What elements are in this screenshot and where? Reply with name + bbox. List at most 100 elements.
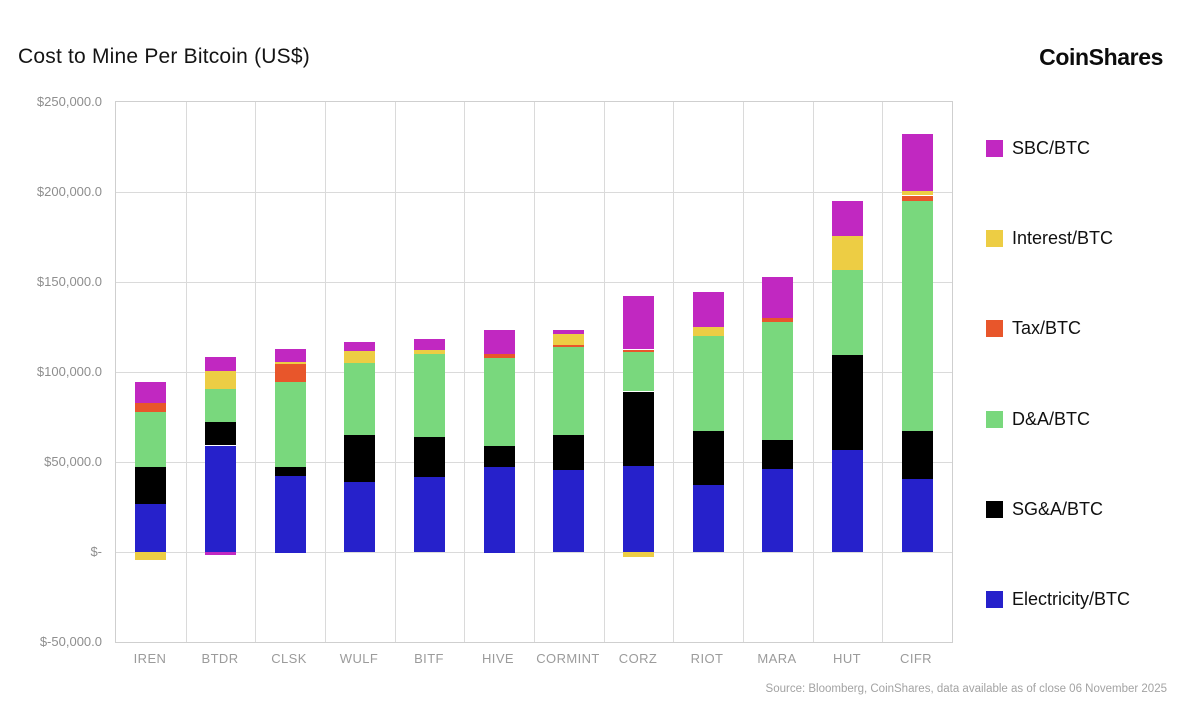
bar-segment-sbc-btc-hive [484,330,515,354]
bar-segment-interest-btc-iren [135,552,166,560]
legend: SBC/BTC Interest/BTC Tax/BTC D&A/BTC SG&A/BT… [986,138,1178,610]
bar-segment-sg-a-btc-iren [135,467,166,504]
bar-segment-interest-btc-cormint [553,333,584,345]
y-axis: $250,000.0 $200,000.0 $150,000.0 $100,000.0… [0,94,102,649]
bar-segment-electricity-btc-hut [832,450,863,552]
y-tick-label: $200,000.0 [36,184,102,199]
bar-segment-tax-btc-clsk [275,364,306,382]
bar-segment-d-a-btc-cormint [553,347,584,435]
bar-segment-electricity-btc-clsk [275,476,306,553]
gridline-vertical [743,102,744,642]
y-tick-label: $100,000.0 [36,364,102,379]
bar-segment-interest-btc-hut [832,236,863,270]
bar-segment-sg-a-btc-riot [693,431,724,485]
legend-item: Tax/BTC [986,318,1178,339]
bar-segment-tax-btc-hive [484,354,515,358]
bar-segment-d-a-btc-hut [832,270,863,355]
bar-segment-sbc-btc-btdr [205,357,236,371]
bar-segment-sg-a-btc-btdr [205,422,236,445]
bar-segment-sbc-btc-hut [832,201,863,236]
bar-segment-electricity-btc-iren [135,503,166,552]
bar-segment-sbc-btc-wulf [344,342,375,351]
legend-label: SBC/BTC [1012,138,1091,158]
y-tick-label: $- [90,544,102,559]
legend-swatch [986,590,1003,608]
bar-segment-electricity-btc-cifr [902,479,933,552]
y-tick-label: $150,000.0 [36,274,102,289]
x-axis: IREN BTDR CLSK WULF BITF HIVE CORMINT CORZ RIOT M… [115,651,953,673]
gridline-vertical [673,102,674,642]
bar-segment-electricity-btc-wulf [344,482,375,552]
gridline-vertical [534,102,535,642]
gridline-vertical [255,102,256,642]
bar-segment-interest-btc-riot [693,327,724,336]
bar-segment-sg-a-btc-hut [832,355,863,450]
legend-label: Interest/BTC [1012,228,1114,249]
bar-segment-sg-a-btc-mara [762,440,793,469]
bar-segment-sbc-btc-corz [623,296,654,349]
x-category-label: CORMINT [536,651,600,666]
legend-item: SG&A/BTC [986,499,1178,520]
legend-item: D&A/BTC [986,409,1178,430]
bar-segment-d-a-btc-hive [484,358,515,446]
bar-segment-electricity-btc-mara [762,468,793,552]
x-category-label: IREN [133,651,167,666]
x-category-label: HUT [833,651,861,666]
bar-segment-tax-btc-corz [623,350,654,352]
legend-item: SBC/BTC [986,138,1178,159]
bar-segment-sg-a-btc-bitf [414,437,445,477]
bar-segment-sg-a-btc-hive [484,446,515,467]
x-category-label: HIVE [482,651,514,666]
legend-swatch [986,140,1003,157]
legend-swatch [986,320,1003,338]
bar-segment-sbc-btc-bitf [414,339,445,350]
x-category-label: RIOT [690,651,724,666]
x-category-label: CORZ [618,651,658,666]
x-category-label: BITF [414,651,444,666]
bar-segment-d-a-btc-cifr [902,201,933,431]
bar-segment-d-a-btc-iren [135,412,166,467]
x-category-label: BTDR [201,651,239,666]
bar-segment-interest-btc-cifr [902,190,933,195]
bar-segment-interest-btc-bitf [414,350,445,354]
legend-label: D&A/BTC [1012,408,1091,429]
gridline-vertical [186,102,187,642]
legend-swatch [986,230,1003,248]
gridline-vertical [882,102,883,642]
bar-segment-electricity-btc-corz [623,466,654,552]
bar-segment-interest-btc-wulf [344,351,375,363]
legend-label: Tax/BTC [1012,318,1082,339]
bar-segment-tax-btc-mara [762,317,793,322]
legend-item: Interest/BTC [986,228,1178,249]
y-tick-label: $50,000.0 [44,454,102,469]
legend-item: Electricity/BTC [986,589,1178,610]
bar-segment-electricity-btc-bitf [414,476,445,552]
gridline-vertical [464,102,465,642]
bar-segment-sbc-btc-btdr [205,552,236,555]
bar-segment-d-a-btc-clsk [275,382,306,467]
bar-segment-d-a-btc-btdr [205,389,236,422]
y-tick-label: $-50,000.0 [39,634,102,649]
bar-segment-d-a-btc-corz [623,351,654,391]
y-tick-label: $250,000.0 [36,94,102,109]
bar-segment-electricity-btc-cormint [553,470,584,552]
bar-segment-sbc-btc-iren [135,382,166,403]
chart-title: Cost to Mine Per Bitcoin (US$) [18,45,310,68]
gridline-vertical [395,102,396,642]
bar-segment-sbc-btc-riot [693,292,724,327]
bar-segment-interest-btc-clsk [275,361,306,364]
bar-segment-tax-btc-cormint [553,345,584,347]
bar-segment-sg-a-btc-cormint [553,435,584,470]
bar-segment-electricity-btc-riot [693,485,724,552]
legend-label: SG&A/BTC [1012,498,1104,519]
bar-segment-electricity-btc-hive [484,467,515,553]
bar-segment-sbc-btc-clsk [275,349,306,362]
bar-segment-sbc-btc-mara [762,277,793,318]
bar-segment-sg-a-btc-clsk [275,467,306,476]
legend-swatch [986,500,1003,518]
bar-segment-interest-btc-corz [623,552,654,557]
bar-segment-d-a-btc-wulf [344,363,375,435]
bar-segment-sg-a-btc-wulf [344,435,375,482]
bar-segment-electricity-btc-btdr [205,446,236,552]
bar-segment-d-a-btc-mara [762,322,793,440]
